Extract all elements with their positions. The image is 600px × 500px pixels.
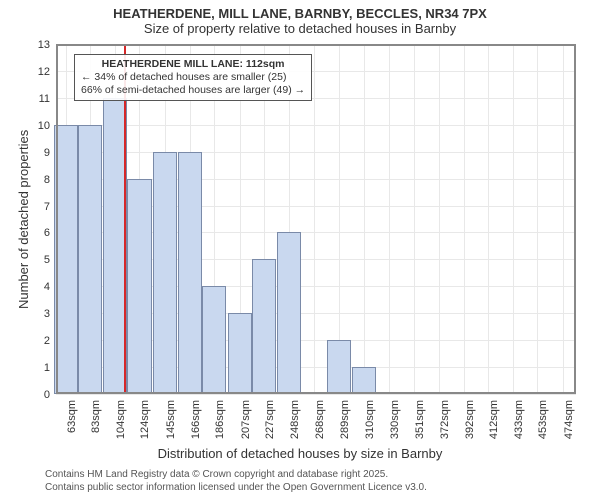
xtick-label: 330sqm	[389, 400, 401, 448]
x-axis-label: Distribution of detached houses by size …	[0, 446, 600, 461]
gridline	[56, 44, 576, 45]
ytick-label: 12	[0, 66, 50, 78]
xtick-label: 372sqm	[439, 400, 451, 448]
gridline	[563, 44, 564, 394]
annotation-title: HEATHERDENE MILL LANE: 112sqm	[81, 58, 305, 71]
histogram-bar	[327, 340, 351, 394]
histogram-bar	[153, 152, 177, 394]
xtick-label: 227sqm	[264, 400, 276, 448]
gridline	[56, 394, 576, 395]
xtick-label: 433sqm	[513, 400, 525, 448]
histogram-bar	[78, 125, 102, 394]
gridline	[56, 152, 576, 153]
xtick-label: 207sqm	[240, 400, 252, 448]
xtick-label: 63sqm	[66, 400, 78, 448]
footer-line2: Contains public sector information licen…	[45, 482, 427, 495]
gridline	[314, 44, 315, 394]
xtick-label: 351sqm	[414, 400, 426, 448]
xtick-label: 268sqm	[314, 400, 326, 448]
xtick-label: 83sqm	[90, 400, 102, 448]
title-line2: Size of property relative to detached ho…	[0, 21, 600, 36]
xtick-label: 104sqm	[115, 400, 127, 448]
ytick-label: 1	[0, 362, 50, 374]
y-axis-label: Number of detached properties	[16, 130, 31, 309]
title-block: HEATHERDENE, MILL LANE, BARNBY, BECCLES,…	[0, 0, 600, 36]
footer-line1: Contains HM Land Registry data © Crown c…	[45, 469, 427, 482]
ytick-label: 0	[0, 389, 50, 401]
histogram-bar	[202, 286, 226, 394]
ytick-label: 3	[0, 308, 50, 320]
histogram-bar	[54, 125, 78, 394]
annotation-line2: 66% of semi-detached houses are larger (…	[81, 84, 305, 97]
gridline	[389, 44, 390, 394]
ytick-label: 11	[0, 93, 50, 105]
histogram-bar	[252, 259, 276, 394]
xtick-label: 412sqm	[488, 400, 500, 448]
ytick-label: 13	[0, 39, 50, 51]
footer: Contains HM Land Registry data © Crown c…	[45, 469, 427, 494]
xtick-label: 124sqm	[139, 400, 151, 448]
xtick-label: 248sqm	[289, 400, 301, 448]
gridline	[414, 44, 415, 394]
histogram-bar	[277, 232, 301, 394]
title-line1: HEATHERDENE, MILL LANE, BARNBY, BECCLES,…	[0, 6, 600, 21]
histogram-bar	[127, 179, 151, 394]
xtick-label: 392sqm	[464, 400, 476, 448]
gridline	[439, 44, 440, 394]
xtick-label: 310sqm	[364, 400, 376, 448]
xtick-label: 289sqm	[339, 400, 351, 448]
annotation-line1: ← 34% of detached houses are smaller (25…	[81, 71, 305, 84]
gridline	[464, 44, 465, 394]
annotation-box: HEATHERDENE MILL LANE: 112sqm ← 34% of d…	[74, 54, 312, 101]
xtick-label: 145sqm	[165, 400, 177, 448]
gridline	[364, 44, 365, 394]
histogram-bar	[228, 313, 252, 394]
xtick-label: 166sqm	[190, 400, 202, 448]
xtick-label: 474sqm	[563, 400, 575, 448]
gridline	[488, 44, 489, 394]
gridline	[537, 44, 538, 394]
histogram-bar	[178, 152, 202, 394]
gridline	[513, 44, 514, 394]
ytick-label: 2	[0, 335, 50, 347]
histogram-bar	[352, 367, 376, 394]
chart-container: HEATHERDENE, MILL LANE, BARNBY, BECCLES,…	[0, 0, 600, 500]
gridline	[56, 125, 576, 126]
xtick-label: 453sqm	[537, 400, 549, 448]
xtick-label: 186sqm	[214, 400, 226, 448]
